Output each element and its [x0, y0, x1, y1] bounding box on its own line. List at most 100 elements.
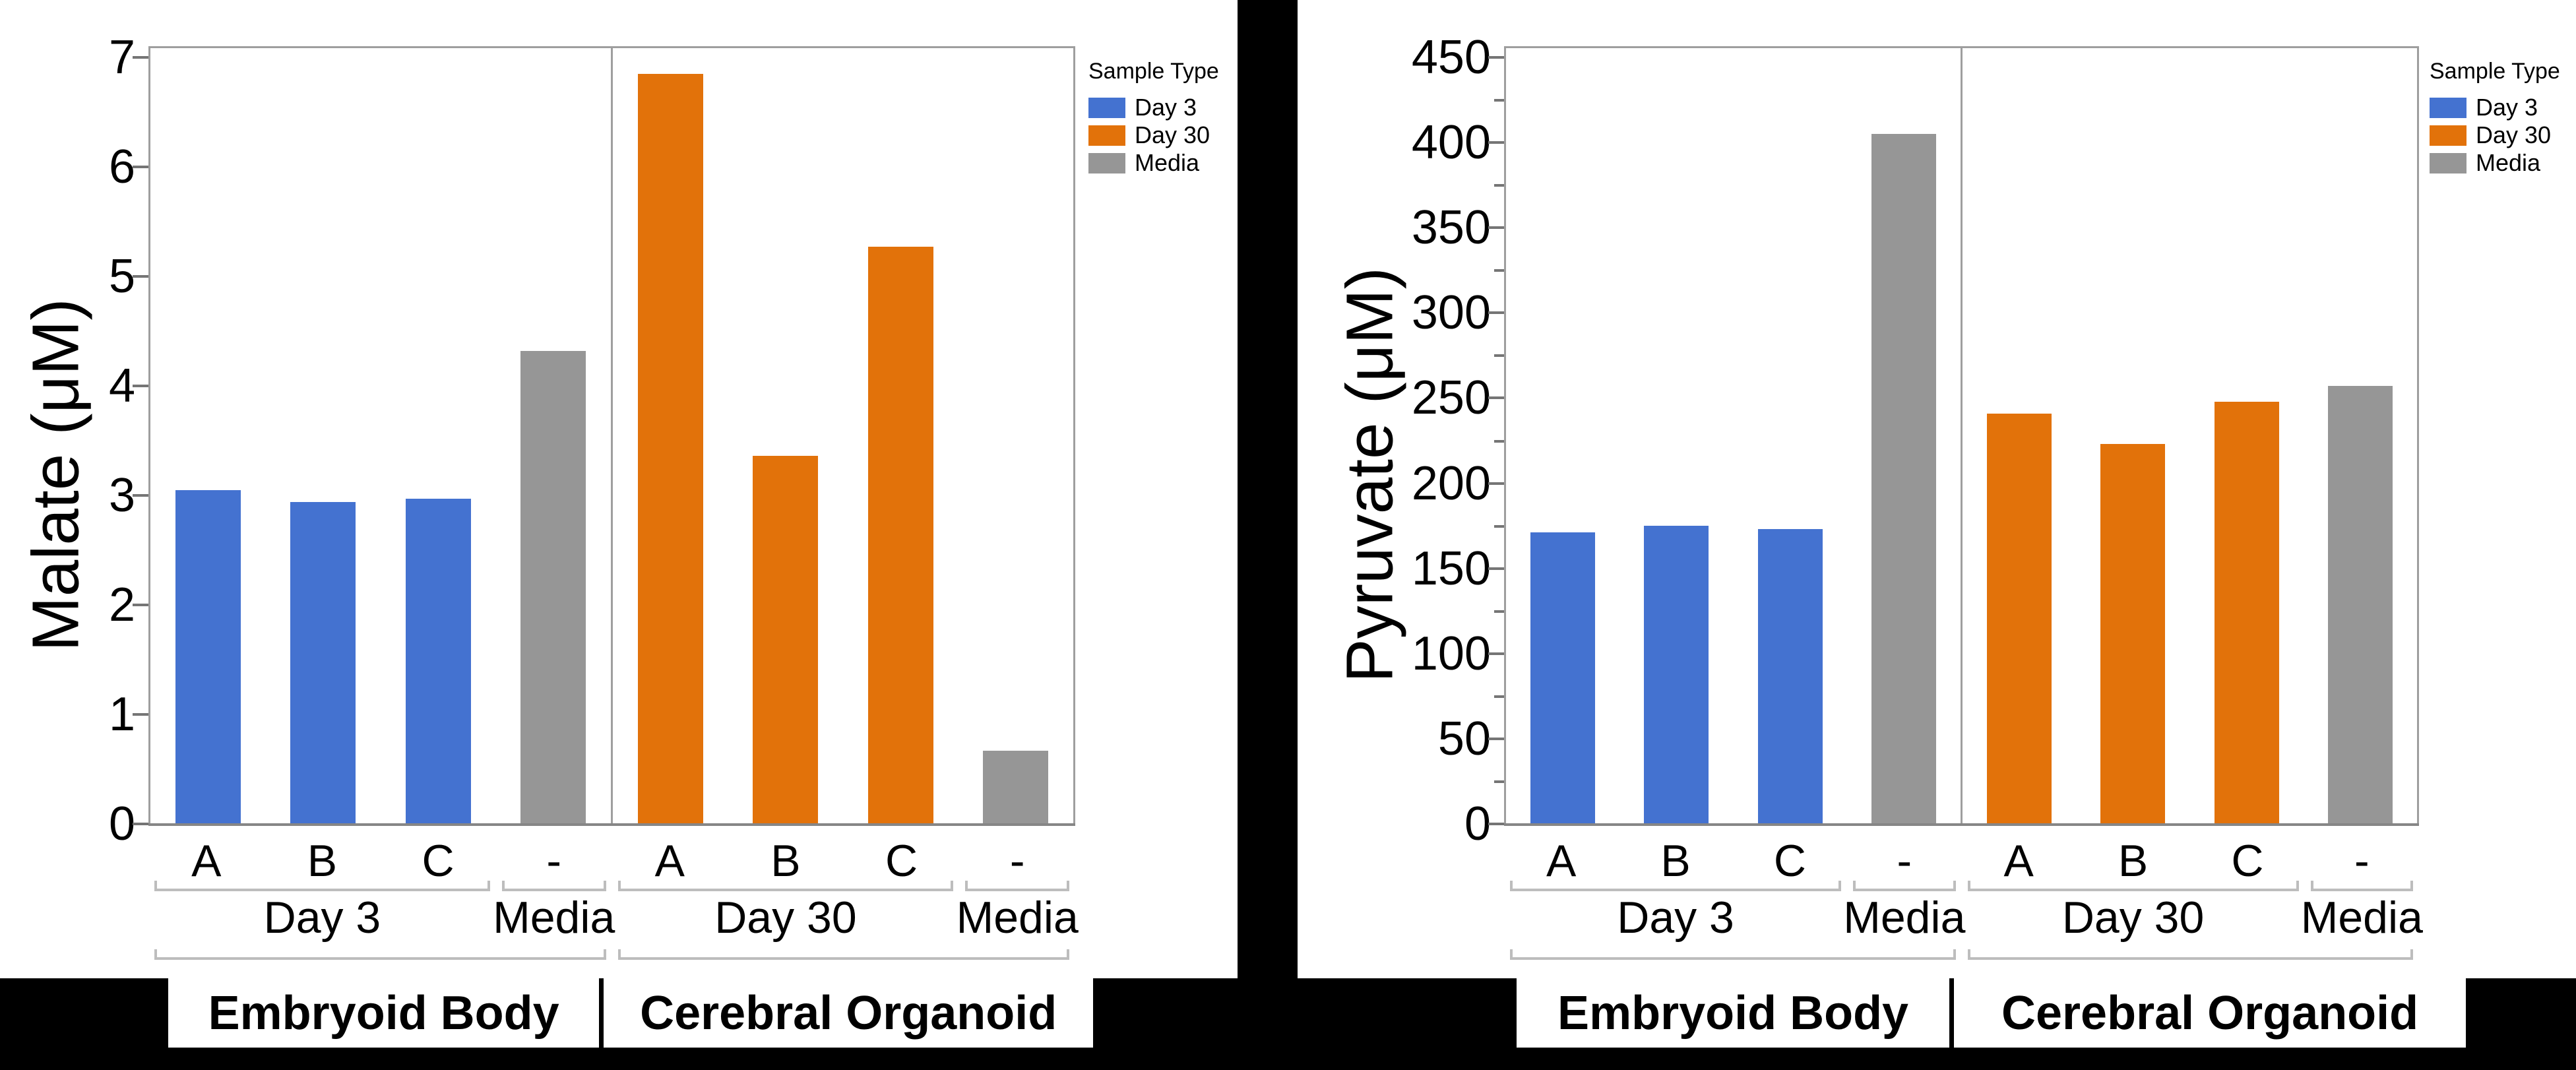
- section-divider-line: [599, 978, 604, 1048]
- group-bracket-row: [1504, 879, 2419, 891]
- group-bracket-row: [148, 879, 1075, 891]
- bar-embryoid-body-day-3-c: [405, 498, 471, 824]
- x-tick-label-c: C: [885, 836, 918, 886]
- group-bracket-day-3: [148, 879, 496, 891]
- group-label-panel: Day 3 Media: [148, 892, 615, 943]
- y-tick-label-6: 6: [108, 141, 135, 193]
- group-bracket-day-3: [1504, 879, 1847, 891]
- cerebral-organoid-section: Cerebral Organoid: [604, 978, 1093, 1048]
- y-tick-label-50: 50: [1437, 712, 1491, 765]
- embryoid-body-label: Embryoid Body: [208, 986, 559, 1040]
- y-tick-mark: [1488, 482, 1504, 485]
- legend-label-day-30: Day 30: [1135, 121, 1210, 148]
- y-minor-tick-mark: [1494, 354, 1504, 358]
- legend: Sample Type Day 3 Day 30 Media: [1088, 58, 1219, 177]
- y-tick-label-5: 5: [108, 250, 135, 303]
- group-bracket-day-30: [612, 879, 960, 891]
- legend-swatch-day-3: [2430, 97, 2466, 118]
- y-minor-tick-mark: [1494, 695, 1504, 698]
- legend-swatch-media: [2430, 152, 2466, 173]
- legend-label-day-3: Day 3: [1135, 94, 1197, 121]
- y-minor-tick-mark: [1494, 524, 1504, 528]
- section-bracket-panel: [1962, 948, 2420, 960]
- section-bracket-panel: [612, 948, 1076, 960]
- embryoid-body-section: Embryoid Body: [168, 978, 599, 1048]
- legend-label-media: Media: [1135, 149, 1200, 176]
- section-bracket-row: [1504, 948, 2419, 960]
- section-bracket-row: [148, 948, 1075, 960]
- plot-area: [1504, 46, 2419, 826]
- y-tick-label-400: 400: [1411, 116, 1491, 170]
- group-bracket-panel: [1962, 879, 2420, 891]
- bar-embryoid-body-day-3-c: [1757, 529, 1823, 824]
- group-bracket-media: [2305, 879, 2419, 891]
- y-tick-label-4: 4: [108, 360, 135, 412]
- malate-section-band: Embryoid Body Cerebral Organoid: [168, 978, 1093, 1048]
- legend-swatch-media: [1088, 152, 1125, 173]
- y-minor-tick-mark: [1494, 99, 1504, 102]
- bar-embryoid-body-media-media: [520, 350, 586, 824]
- bracket-line: [501, 879, 606, 891]
- malate-chart-card: Malate (μM) 0 1 2 3 4 5 6 7 A B C - A B C - Day 3 Media Day…: [0, 0, 1238, 978]
- x-tick-label-b: B: [770, 836, 801, 886]
- section-divider-line: [1949, 978, 1955, 1048]
- group-bracket-media: [959, 879, 1075, 891]
- x-tick-label-c: C: [2231, 836, 2264, 886]
- y-tick-mark: [133, 823, 148, 825]
- y-tick-label-300: 300: [1411, 286, 1491, 340]
- legend-swatch-day-30: [2430, 125, 2466, 146]
- bar-cerebral-organoid-media-media: [983, 750, 1049, 824]
- cerebral-organoid-label: Cerebral Organoid: [640, 986, 1057, 1040]
- pyruvate-chart-card: Pyruvate (μM) 0 50 100 150 200 250 300 350 400 450…: [1298, 0, 2576, 978]
- y-tick-mark: [133, 385, 148, 387]
- legend-item-day-30: Day 30: [1088, 121, 1219, 149]
- x-tick-label-media: -: [2354, 836, 2370, 886]
- bar-embryoid-body-day-3-a: [1530, 532, 1596, 824]
- panel-cerebral-organoid: [613, 48, 1073, 824]
- bar-embryoid-body-day-3-b: [1644, 526, 1709, 824]
- y-minor-tick-mark: [1494, 439, 1504, 443]
- group-label-media: Media: [956, 893, 1079, 943]
- y-tick-label-150: 150: [1411, 542, 1491, 595]
- section-bracket-panel: [148, 948, 612, 960]
- y-tick-mark: [1488, 823, 1504, 825]
- legend-item-day-3: Day 3: [2430, 94, 2560, 121]
- pyruvate-section-band: Embryoid Body Cerebral Organoid: [1517, 978, 2466, 1048]
- legend-swatch-day-3: [1088, 97, 1125, 118]
- x-tick-label-b: B: [307, 836, 338, 886]
- bar-cerebral-organoid-day-30-a: [637, 73, 703, 824]
- group-bracket-panel: [148, 879, 612, 891]
- y-tick-mark: [133, 166, 148, 168]
- bracket-line: [965, 879, 1069, 891]
- bracket-line: [617, 879, 954, 891]
- group-label-media: Media: [1843, 893, 1966, 943]
- legend-label-day-3: Day 3: [2476, 94, 2538, 121]
- y-tick-label-7: 7: [108, 31, 135, 84]
- cerebral-organoid-section: Cerebral Organoid: [1954, 978, 2466, 1048]
- legend-item-day-3: Day 3: [1088, 94, 1219, 121]
- bar-cerebral-organoid-day-30-a: [1987, 413, 2052, 824]
- cerebral-organoid-label: Cerebral Organoid: [2001, 986, 2419, 1040]
- x-tick-label-c: C: [1773, 836, 1806, 886]
- y-tick-label-250: 250: [1411, 371, 1491, 425]
- y-tick-mark: [1488, 737, 1504, 740]
- plot-area: [148, 46, 1075, 826]
- section-bracket-cerebral-organoid: [1967, 948, 2413, 960]
- legend-item-day-30: Day 30: [2430, 121, 2560, 149]
- y-tick-label-3: 3: [108, 469, 135, 522]
- y-tick-label-350: 350: [1411, 201, 1491, 255]
- bracket-line: [1967, 879, 2299, 891]
- y-tick-label-200: 200: [1411, 456, 1491, 510]
- x-axis-line: [148, 823, 1075, 826]
- section-bracket-cerebral-organoid: [617, 948, 1069, 960]
- x-tick-label-c: C: [422, 836, 455, 886]
- panel-embryoid-body: [1506, 48, 1963, 824]
- y-tick-label-0: 0: [108, 798, 135, 850]
- group-bracket-panel: [1504, 879, 1962, 891]
